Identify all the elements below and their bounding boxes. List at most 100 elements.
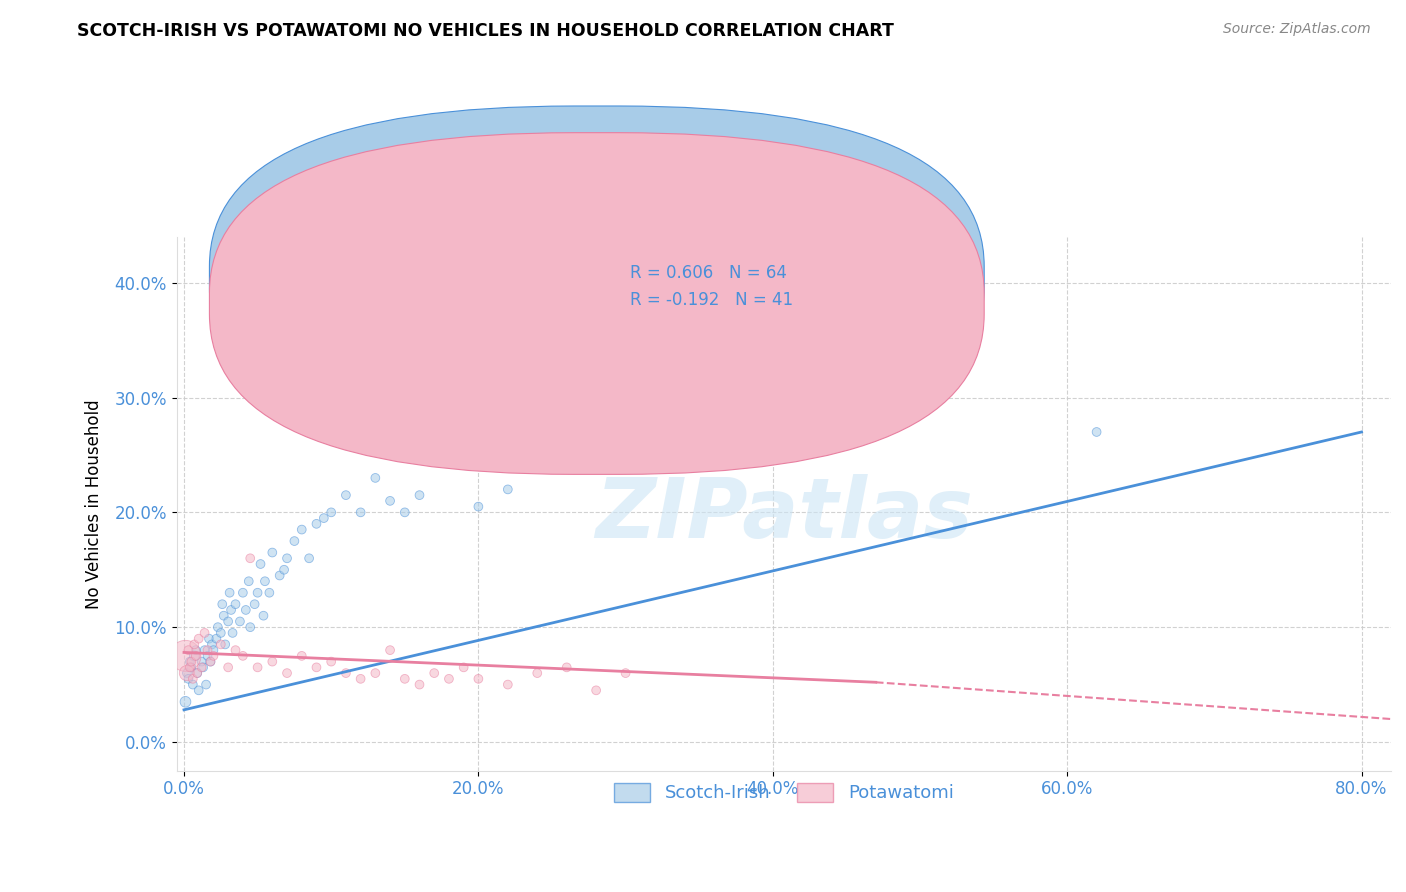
Point <box>205 632 228 646</box>
Point <box>467 672 489 686</box>
Point <box>218 585 240 599</box>
Point <box>273 563 295 577</box>
Point <box>176 666 198 681</box>
Point <box>262 655 284 669</box>
Point <box>262 545 284 559</box>
Point <box>238 574 260 589</box>
Point <box>408 488 430 502</box>
Point <box>232 585 254 599</box>
FancyBboxPatch shape <box>209 133 984 475</box>
Point <box>283 534 305 549</box>
Point <box>253 574 276 589</box>
Point <box>496 677 519 691</box>
Text: R = 0.606   N = 64: R = 0.606 N = 64 <box>630 264 786 282</box>
Point <box>378 494 401 508</box>
Point <box>177 672 200 686</box>
Point <box>305 516 328 531</box>
Point <box>349 672 371 686</box>
Point <box>202 643 225 657</box>
Point <box>1085 425 1108 439</box>
Point <box>291 648 314 663</box>
Point <box>378 643 401 657</box>
Point <box>321 655 343 669</box>
Point <box>252 608 274 623</box>
Text: ZIPatlas: ZIPatlas <box>595 474 973 555</box>
Point <box>174 648 197 663</box>
Point <box>209 637 232 651</box>
Point <box>394 672 416 686</box>
Point <box>437 672 460 686</box>
Point <box>187 632 209 646</box>
Point <box>180 655 202 669</box>
Point <box>194 643 217 657</box>
Point <box>190 655 212 669</box>
Text: Source: ZipAtlas.com: Source: ZipAtlas.com <box>1223 22 1371 37</box>
Point <box>217 615 239 629</box>
Point <box>225 597 247 611</box>
Point <box>235 603 257 617</box>
Point <box>614 408 637 422</box>
Point <box>186 666 208 681</box>
Point <box>259 585 281 599</box>
Point <box>276 666 298 681</box>
Point <box>184 648 207 663</box>
Point <box>197 643 219 657</box>
Point <box>176 666 198 681</box>
Point <box>217 660 239 674</box>
Point <box>423 666 446 681</box>
Point <box>191 660 214 674</box>
Point <box>541 436 564 450</box>
Point <box>276 551 298 566</box>
Point <box>181 672 204 686</box>
Point <box>467 500 489 514</box>
Point <box>526 666 548 681</box>
Point <box>437 453 460 467</box>
Point <box>209 626 232 640</box>
Text: SCOTCH-IRISH VS POTAWATOMI NO VEHICLES IN HOUSEHOLD CORRELATION CHART: SCOTCH-IRISH VS POTAWATOMI NO VEHICLES I… <box>77 22 894 40</box>
FancyBboxPatch shape <box>209 106 984 448</box>
Y-axis label: No Vehicles in Household: No Vehicles in Household <box>86 399 103 608</box>
Point <box>197 648 219 663</box>
Point <box>496 483 519 497</box>
Point <box>183 648 205 663</box>
Point <box>180 660 202 674</box>
FancyBboxPatch shape <box>547 252 887 343</box>
Point <box>202 648 225 663</box>
Legend: Scotch-Irish, Potawatomi: Scotch-Irish, Potawatomi <box>607 776 960 810</box>
Point <box>291 523 314 537</box>
Point <box>364 666 387 681</box>
Point <box>221 626 243 640</box>
Point <box>298 551 321 566</box>
Point <box>201 637 224 651</box>
Point <box>408 677 430 691</box>
Point <box>190 660 212 674</box>
Point <box>321 505 343 519</box>
Point <box>364 471 387 485</box>
Point <box>312 511 335 525</box>
Point <box>335 488 357 502</box>
Point <box>239 620 262 634</box>
Point <box>232 648 254 663</box>
Point <box>305 660 328 674</box>
Point <box>249 557 271 571</box>
Point <box>200 655 222 669</box>
Point <box>179 655 201 669</box>
Point <box>177 643 200 657</box>
Point <box>239 551 262 566</box>
Point <box>394 505 416 519</box>
Point <box>211 597 233 611</box>
Point <box>219 603 242 617</box>
Point <box>246 585 269 599</box>
Point <box>585 683 607 698</box>
Point <box>225 643 247 657</box>
Point <box>184 643 207 657</box>
Point <box>614 666 637 681</box>
Point <box>207 620 229 634</box>
Text: R = -0.192   N = 41: R = -0.192 N = 41 <box>630 291 793 309</box>
Point <box>269 568 291 582</box>
Point <box>214 637 236 651</box>
Point <box>179 660 201 674</box>
Point <box>181 677 204 691</box>
Point <box>212 608 235 623</box>
Point <box>229 615 252 629</box>
